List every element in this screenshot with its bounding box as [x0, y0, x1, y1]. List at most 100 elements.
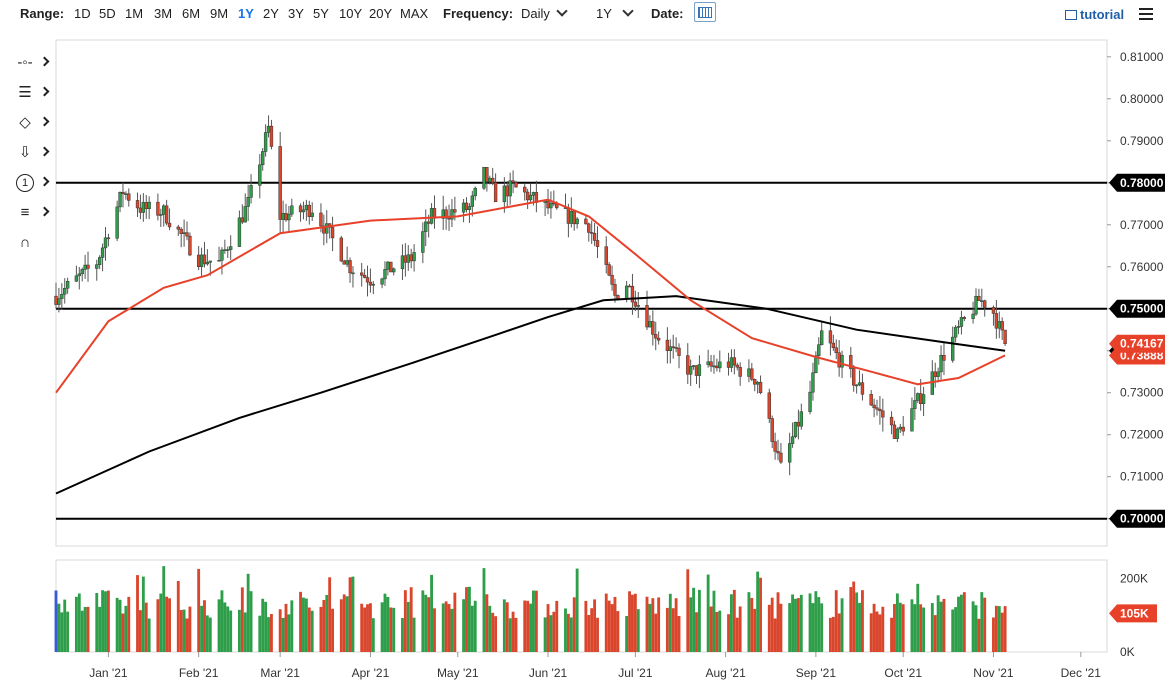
candle — [246, 197, 250, 207]
horizontal-level-price-label: 0.70000 — [1120, 512, 1164, 526]
volume-bar — [730, 594, 733, 652]
volume-bar — [307, 607, 311, 652]
range-button-5d[interactable]: 5D — [99, 6, 116, 21]
horizontal-level-price-tag — [1109, 173, 1165, 192]
range-button-max[interactable]: MAX — [400, 6, 429, 21]
shapes-tool-icon: ◇ — [19, 114, 31, 131]
candle — [278, 146, 282, 220]
volume-bar — [261, 598, 265, 652]
candle — [115, 206, 119, 239]
candle — [473, 187, 477, 197]
candle — [627, 285, 632, 288]
volume-bar — [960, 594, 963, 652]
candle — [817, 344, 821, 357]
candle — [339, 237, 343, 262]
x-tick-label: Mar '21 — [260, 666, 300, 680]
candle — [656, 337, 661, 341]
x-tick-label: Aug '21 — [705, 666, 746, 680]
candle — [80, 269, 84, 275]
range-button-1d[interactable]: 1D — [74, 6, 91, 21]
calendar-icon[interactable] — [694, 2, 716, 22]
candle — [325, 223, 329, 234]
sidebar-tool-2[interactable]: ☰ — [10, 80, 50, 110]
candle — [758, 381, 763, 394]
x-tick-label: Feb '21 — [179, 666, 219, 680]
candle — [776, 451, 780, 454]
candles-group — [54, 115, 1007, 476]
volume-bar — [543, 617, 547, 652]
volume-bar — [636, 609, 640, 652]
candle — [738, 366, 742, 377]
range-button-20y[interactable]: 20Y — [369, 6, 393, 21]
candle — [645, 305, 649, 328]
volume-bars-group — [54, 566, 1007, 652]
sidebar-tool-6[interactable]: ≡ — [10, 200, 50, 230]
last-price-tag — [1109, 334, 1165, 353]
volume-bar — [828, 617, 832, 652]
candle — [820, 330, 824, 345]
volume-bar — [791, 594, 794, 652]
candle — [572, 211, 576, 225]
candle — [249, 185, 253, 198]
range-button-6m[interactable]: 6M — [182, 6, 201, 21]
volume-bar — [267, 617, 270, 652]
volume-bar — [549, 615, 553, 652]
volume-bar — [77, 593, 81, 652]
candle — [648, 321, 652, 328]
range-button-3y[interactable]: 3Y — [288, 6, 304, 21]
candle — [753, 379, 757, 385]
candle — [933, 371, 937, 377]
sidebar-tool-4[interactable]: ⇩ — [10, 140, 50, 170]
volume-bar — [552, 611, 556, 652]
volume-bar — [773, 618, 777, 652]
indicator-tool-icon: ≡ — [20, 204, 30, 221]
sidebar-tool-1[interactable]: -◦- — [10, 50, 50, 80]
volume-bar — [447, 604, 451, 652]
volume-panel — [55, 559, 1108, 653]
candle — [403, 255, 408, 263]
volume-bar — [750, 597, 754, 652]
x-tick-label: Dec '21 — [1061, 666, 1102, 680]
volume-bar — [1000, 612, 1004, 652]
range-button-2y[interactable]: 2Y — [263, 6, 279, 21]
range-button-1m[interactable]: 1M — [125, 6, 144, 21]
moving-average-fast-line — [55, 198, 1006, 394]
candle — [57, 298, 61, 305]
hamburger-menu-icon[interactable] — [1139, 8, 1153, 20]
candle — [74, 275, 79, 282]
frequency-select[interactable]: Daily — [521, 5, 568, 21]
volume-bar — [159, 593, 163, 652]
period-select[interactable]: 1Y — [596, 5, 634, 21]
sidebar-tool-3[interactable]: ◇ — [10, 110, 50, 140]
volume-bar — [115, 597, 119, 652]
tutorial-link[interactable]: tutorial — [1065, 7, 1124, 22]
volume-bar — [962, 592, 966, 652]
candle — [921, 394, 926, 404]
volume-bar — [118, 599, 122, 652]
range-button-10y[interactable]: 10Y — [339, 6, 363, 21]
range-button-5y[interactable]: 5Y — [313, 6, 329, 21]
candle — [284, 213, 288, 221]
sidebar-tool-5[interactable]: 1 — [10, 170, 50, 200]
candle — [205, 262, 210, 265]
volume-bar — [695, 612, 698, 652]
volume-bar — [243, 612, 247, 652]
volume-bar — [572, 597, 576, 652]
range-button-3m[interactable]: 3M — [154, 6, 173, 21]
candle — [502, 185, 507, 203]
candle — [607, 264, 611, 276]
candle — [86, 264, 90, 269]
volume-bar — [287, 614, 291, 652]
candle — [220, 249, 224, 261]
candle — [243, 206, 247, 223]
crosshair-tool-icon: -◦- — [17, 54, 33, 71]
volume-bar — [101, 590, 105, 652]
sidebar-tool-7[interactable]: ∩ — [10, 230, 50, 260]
range-button-1y[interactable]: 1Y — [238, 6, 254, 21]
volume-bar — [278, 609, 282, 652]
volume-bar — [738, 606, 742, 652]
volume-bar — [141, 576, 145, 652]
candle — [587, 223, 591, 233]
range-button-9m[interactable]: 9M — [210, 6, 229, 21]
